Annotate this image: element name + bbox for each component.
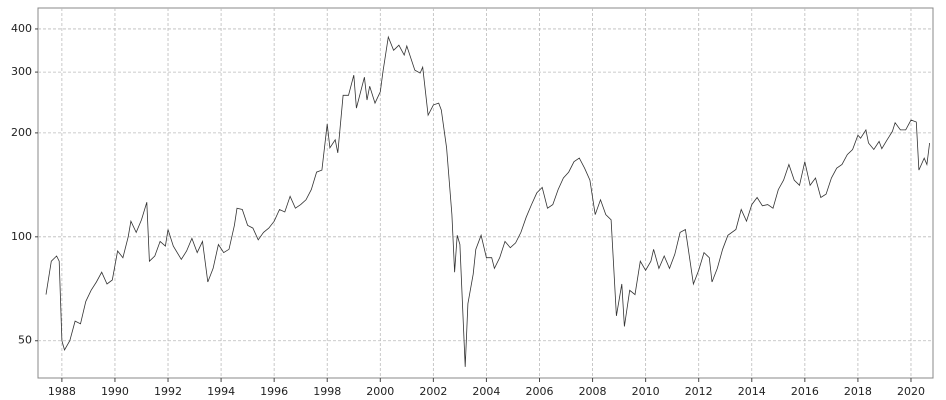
x-tick-label: 1992 — [154, 385, 182, 398]
y-tick-label: 400 — [11, 22, 32, 35]
plot-frame — [37, 7, 934, 379]
x-tick-label: 2010 — [632, 385, 660, 398]
x-tick-label: 1994 — [207, 385, 235, 398]
x-tick-label: 2014 — [738, 385, 766, 398]
x-tick-label: 2002 — [419, 385, 447, 398]
x-tick-label: 2012 — [685, 385, 713, 398]
x-tick-label: 2008 — [579, 385, 607, 398]
x-tick-label: 1998 — [313, 385, 341, 398]
x-tick-label: 1990 — [101, 385, 129, 398]
y-tick-label: 300 — [11, 65, 32, 78]
y-tick-label: 200 — [11, 126, 32, 139]
x-tick-label: 2018 — [844, 385, 872, 398]
x-tick-label: 2004 — [472, 385, 500, 398]
x-tick-label: 1988 — [48, 385, 76, 398]
x-tick-label: 2016 — [791, 385, 819, 398]
x-tick-label: 2020 — [897, 385, 925, 398]
x-tick-label: 2006 — [525, 385, 553, 398]
data-line — [45, 35, 930, 367]
y-tick-label: 100 — [11, 230, 32, 243]
y-tick-label: 50 — [18, 334, 32, 347]
x-tick-label: 2000 — [366, 385, 394, 398]
x-tick-label: 1996 — [260, 385, 288, 398]
